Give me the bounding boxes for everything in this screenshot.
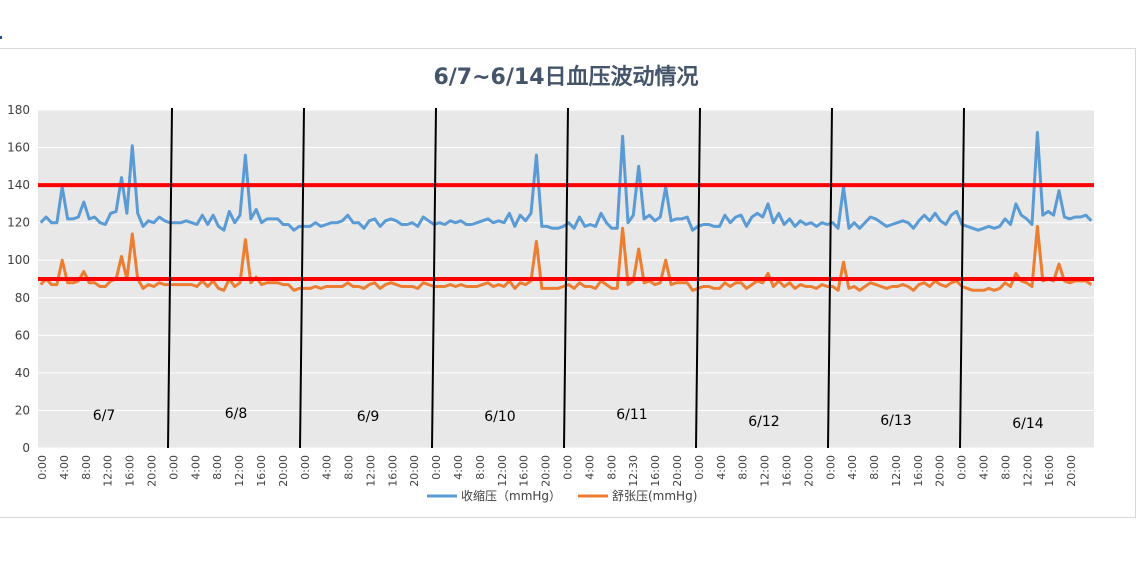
x-tick-label: 20:00: [540, 455, 553, 487]
x-tick-label: 8:00: [211, 455, 224, 480]
x-tick-label: 0:00: [430, 455, 443, 480]
x-tick-label: 20:00: [802, 455, 815, 487]
day-divider: [431, 107, 437, 449]
x-tick-label: 0:00: [693, 455, 706, 480]
legend-label-diastolic: 舒张压(mmHg): [612, 489, 697, 503]
y-tick-label: 100: [7, 253, 30, 267]
x-tick-label: 4:00: [715, 455, 728, 480]
x-axis-ticks: 0:00 4:00 8:00 12:00 16:00 20:00 0:00 4:00 8:00 1…: [36, 455, 1078, 487]
x-tick-label: 8:00: [343, 455, 356, 480]
x-tick-label: 8:00: [868, 455, 881, 480]
x-tick-label: 0:00: [36, 455, 49, 480]
x-tick-label: 4:00: [452, 455, 465, 480]
day-label: 6/11: [616, 407, 647, 423]
legend: 收缩压（mmHg） 舒张压(mmHg): [427, 488, 697, 503]
x-tick-label: 0:00: [956, 455, 969, 480]
day-divider: [167, 107, 173, 449]
x-tick-label: 20:00: [934, 455, 947, 487]
x-tick-label: 8:00: [474, 455, 487, 480]
x-tick-label: 4:00: [978, 455, 991, 480]
x-tick-label: 8:00: [80, 455, 93, 480]
x-tick-label: 16:00: [912, 455, 925, 487]
y-tick-label: 60: [15, 328, 30, 342]
x-tick-label: 16:00: [518, 455, 531, 487]
x-tick-label: 12:00: [496, 455, 509, 487]
day-divider: [959, 107, 965, 449]
x-tick-label: 8:00: [999, 455, 1012, 480]
x-tick-label: 4:00: [846, 455, 859, 480]
corner-mark: [0, 36, 2, 39]
x-tick-label: 20:00: [408, 455, 421, 487]
day-divider-layer: [167, 107, 965, 449]
x-tick-label: 16:00: [780, 455, 793, 487]
x-tick-label: 12:00: [233, 455, 246, 487]
day-label-layer: 6/7 6/8 6/9 6/10 6/11 6/12 6/13 6/14: [93, 406, 1044, 432]
x-tick-label: 16:00: [124, 455, 137, 487]
y-tick-label: 180: [7, 103, 30, 117]
day-divider: [695, 107, 701, 449]
day-label: 6/7: [93, 408, 116, 424]
x-tick-label: 20:00: [671, 455, 684, 487]
y-tick-label: 40: [15, 366, 30, 380]
x-tick-label: 4:00: [583, 455, 596, 480]
day-label: 6/9: [357, 409, 380, 425]
x-tick-label: 12:00: [364, 455, 377, 487]
day-label: 6/13: [880, 413, 911, 429]
day-label: 6/10: [484, 409, 515, 425]
legend-label-systolic: 收缩压（mmHg）: [461, 488, 561, 503]
day-label: 6/12: [748, 414, 779, 430]
x-tick-label: 0:00: [562, 455, 575, 480]
x-tick-label: 8:00: [737, 455, 750, 480]
day-divider: [563, 107, 569, 449]
x-tick-label: 20:00: [1065, 455, 1078, 487]
day-label: 6/14: [1012, 416, 1044, 432]
x-tick-label: 8:00: [605, 455, 618, 480]
x-tick-label: 12:00: [1021, 455, 1034, 487]
x-tick-label: 0:00: [299, 455, 312, 480]
day-divider: [827, 107, 833, 449]
x-tick-label: 12:00: [759, 455, 772, 487]
x-tick-label: 12:00: [890, 455, 903, 487]
y-tick-label: 160: [7, 141, 30, 155]
x-tick-label: 4:00: [58, 455, 71, 480]
x-tick-label: 16:00: [386, 455, 399, 487]
y-tick-label: 20: [15, 403, 30, 417]
x-tick-label: 12:00: [102, 455, 115, 487]
day-divider: [299, 107, 305, 449]
x-tick-label: 20:00: [277, 455, 290, 487]
y-tick-label: 120: [7, 216, 30, 230]
x-tick-label: 4:00: [321, 455, 334, 480]
x-tick-label: 20:00: [145, 455, 158, 487]
day-label: 6/8: [225, 406, 248, 422]
chart-title: 6/7~6/14日血压波动情况: [433, 64, 698, 90]
y-tick-label: 80: [15, 291, 30, 305]
y-axis-ticks: 0 20 40 60 80 100 120 140 160 180: [7, 103, 30, 455]
x-tick-label: 16:00: [255, 455, 268, 487]
x-tick-label: 4:00: [189, 455, 202, 480]
y-tick-label: 140: [7, 178, 30, 192]
x-tick-label: 0:00: [824, 455, 837, 480]
x-tick-label: 16:00: [649, 455, 662, 487]
x-tick-label: 16:00: [1043, 455, 1056, 487]
y-tick-label: 0: [22, 441, 30, 455]
x-tick-label: 0:00: [167, 455, 180, 480]
x-tick-label: 12:30: [627, 455, 640, 487]
